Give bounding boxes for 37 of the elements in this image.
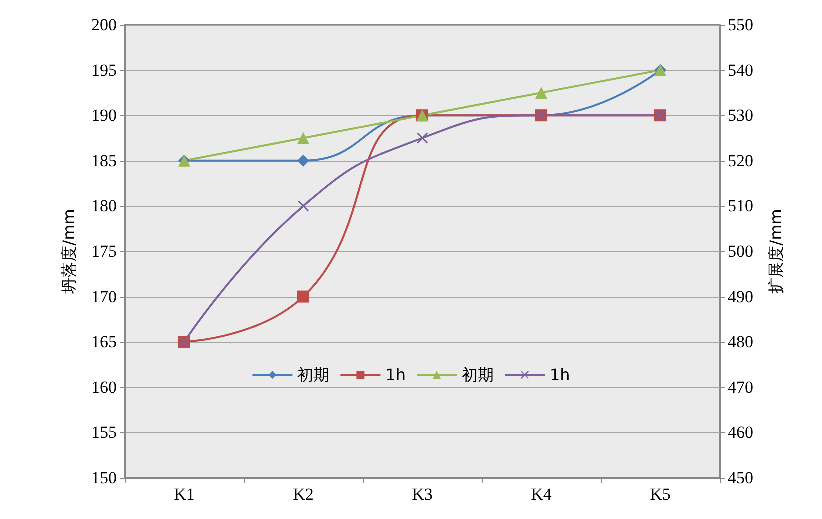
- y2-tick-label: 510: [728, 196, 754, 216]
- y2-tick-label: 520: [728, 151, 754, 170]
- x-tick-label: K1: [174, 485, 195, 504]
- legend-label: 初期: [298, 366, 330, 384]
- legend-label: 初期: [462, 366, 494, 384]
- y2-tick-label: 540: [728, 60, 754, 80]
- x-tick-label: K3: [412, 485, 433, 504]
- point: [417, 132, 428, 144]
- y-tick-label: 155: [92, 423, 117, 442]
- y2-tick-label: 490: [728, 287, 754, 306]
- point: [298, 290, 310, 303]
- y2-tick-label: 460: [728, 423, 754, 442]
- y-axis-title: 坍落度/mm: [60, 209, 78, 295]
- y-tick-label: 175: [92, 242, 117, 261]
- x-tick-label: K5: [650, 485, 671, 504]
- y-tick-label: 160: [92, 378, 117, 397]
- legend-label: 1h: [550, 366, 570, 384]
- y-tick-label: 150: [92, 468, 117, 488]
- y2-axis-title: 扩展度/mm: [766, 209, 786, 294]
- y-tick-label: 165: [92, 332, 117, 352]
- y-tick-label: 195: [92, 60, 117, 80]
- y2-tick-label: 530: [728, 106, 754, 126]
- legend-label: 1h: [386, 366, 406, 384]
- point: [298, 154, 310, 167]
- y-tick-label: 180: [92, 196, 117, 216]
- y2-tick-label: 470: [728, 378, 754, 397]
- x-tick-label: K2: [293, 485, 314, 504]
- y2-tick-label: 450: [728, 468, 754, 488]
- y2-tick-label: 480: [728, 332, 754, 352]
- y-tick-label: 185: [92, 151, 117, 170]
- y2-tick-label: 550: [728, 16, 754, 34]
- point: [298, 200, 309, 212]
- y-tick-label: 190: [92, 106, 117, 126]
- y-tick-label: 170: [92, 287, 117, 306]
- x-tick-label: K4: [531, 485, 552, 504]
- y2-tick-label: 500: [728, 242, 754, 261]
- y-tick-label: 200: [92, 16, 117, 34]
